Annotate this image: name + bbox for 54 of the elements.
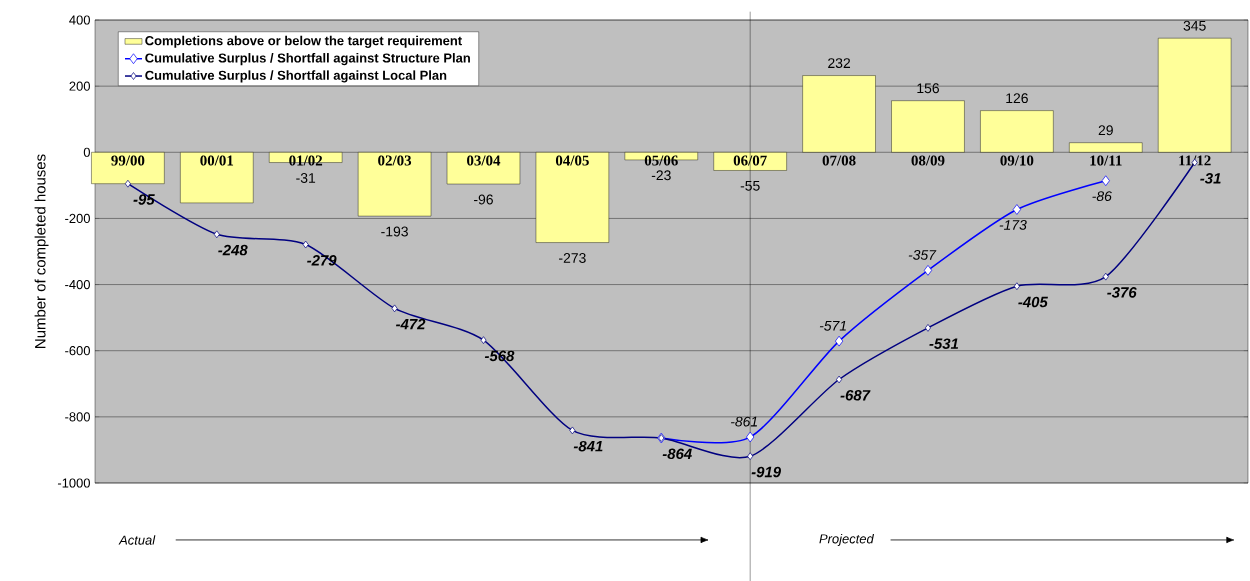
x-tick-label: 06/07 bbox=[733, 155, 767, 166]
data-label: -96 bbox=[474, 194, 493, 205]
data-label: -193 bbox=[381, 226, 408, 237]
y-tick-label: -400 bbox=[65, 279, 90, 290]
x-tick-label: 11/12 bbox=[1179, 155, 1211, 166]
data-label: -173 bbox=[999, 219, 1027, 230]
data-label: -95 bbox=[133, 194, 155, 205]
data-label: 345 bbox=[1183, 20, 1206, 31]
data-label: -31 bbox=[296, 173, 316, 183]
data-label: 126 bbox=[1006, 93, 1028, 104]
y-tick-label: -1000 bbox=[57, 478, 90, 488]
data-label: -273 bbox=[559, 253, 586, 263]
data-label: 29 bbox=[1098, 125, 1113, 136]
text: Projected bbox=[819, 533, 875, 546]
data-label: -31 bbox=[1200, 173, 1221, 184]
data-label: 232 bbox=[828, 58, 851, 69]
legend-label: Completions above or below the target requirement bbox=[145, 35, 462, 48]
data-label: -687 bbox=[840, 389, 871, 401]
data-label: -405 bbox=[1018, 296, 1048, 308]
data-label: -376 bbox=[1107, 287, 1137, 298]
data-label: -861 bbox=[730, 416, 757, 427]
y-tick-label: -200 bbox=[65, 213, 90, 224]
x-tick-label: 10/11 bbox=[1090, 155, 1122, 166]
legend-label: Cumulative Surplus / Shortfall against Local Plan bbox=[145, 70, 447, 83]
data-label: -86 bbox=[1092, 191, 1112, 202]
y-axis-title: Number of completed houses bbox=[34, 154, 49, 348]
data-label: -531 bbox=[929, 338, 959, 349]
x-tick-label: 08/09 bbox=[911, 155, 945, 166]
data-label: 156 bbox=[917, 83, 939, 94]
x-tick-label: 04/05 bbox=[555, 155, 589, 166]
y-tick-label: -800 bbox=[65, 412, 90, 422]
text: Actual bbox=[118, 535, 156, 545]
y-tick-label: 400 bbox=[69, 15, 90, 25]
data-label: -864 bbox=[662, 448, 692, 460]
data-label: -571 bbox=[819, 320, 846, 331]
x-tick-label: 03/04 bbox=[467, 155, 501, 166]
data-label: -357 bbox=[908, 249, 937, 260]
x-tick-label: 01/02 bbox=[289, 155, 323, 166]
x-tick-label: 00/01 bbox=[200, 155, 234, 166]
legend-label: Cumulative Surplus / Shortfall against Structure Plan bbox=[145, 53, 470, 66]
data-label: -841 bbox=[573, 440, 603, 452]
data-label: -472 bbox=[395, 318, 426, 330]
data-label: -248 bbox=[218, 244, 248, 256]
y-tick-label: 200 bbox=[69, 81, 90, 91]
data-label: -55 bbox=[740, 180, 760, 191]
y-tick-label: 0 bbox=[83, 147, 90, 157]
x-tick-label: 99/00 bbox=[111, 155, 145, 166]
x-tick-label: 07/08 bbox=[822, 155, 856, 166]
y-tick-label: -600 bbox=[65, 346, 90, 356]
x-tick-label: 05/06 bbox=[644, 155, 678, 166]
data-label: -919 bbox=[751, 466, 781, 478]
x-tick-label: 09/10 bbox=[1000, 155, 1034, 166]
x-tick-label: 02/03 bbox=[378, 155, 412, 166]
data-label: -23 bbox=[651, 170, 671, 181]
